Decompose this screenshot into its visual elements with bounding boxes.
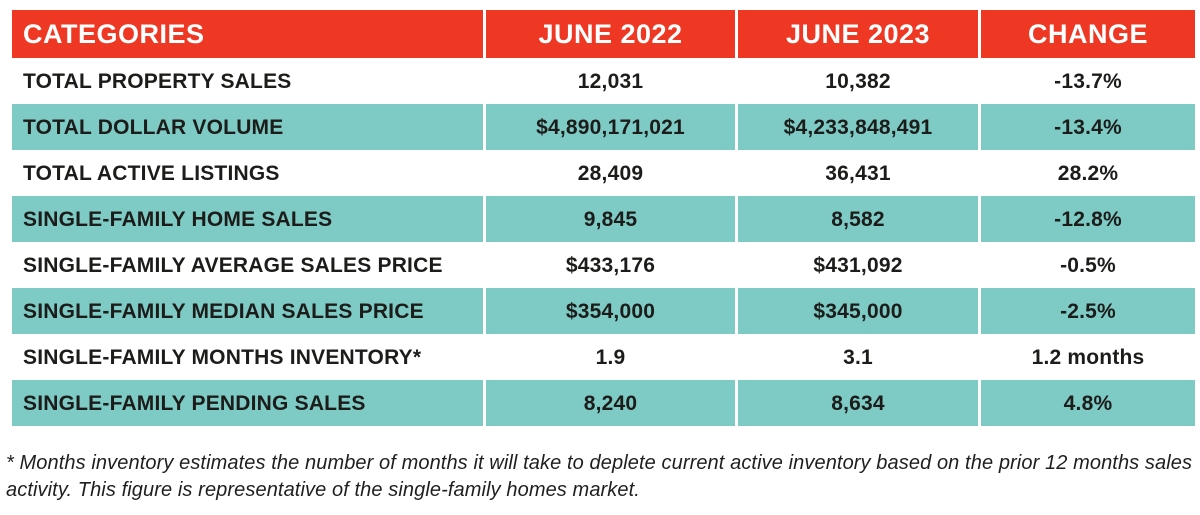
change-cell: -2.5%	[978, 288, 1195, 334]
category-cell: SINGLE-FAMILY MONTHS INVENTORY*	[23, 345, 422, 369]
column-header-june-2022: JUNE 2022	[483, 10, 735, 58]
column-header-change: CHANGE	[978, 10, 1195, 58]
june-2023-cell: $4,233,848,491	[735, 104, 978, 150]
change-cell: 1.2 months	[978, 334, 1195, 380]
june-2023-cell: $345,000	[735, 288, 978, 334]
june-2023-cell: 8,634	[735, 380, 978, 426]
change-cell: -0.5%	[978, 242, 1195, 288]
table-row: SINGLE-FAMILY AVERAGE SALES PRICE $433,1…	[12, 242, 1195, 288]
table-row: SINGLE-FAMILY PENDING SALES 8,240 8,634 …	[12, 380, 1195, 426]
category-cell: SINGLE-FAMILY AVERAGE SALES PRICE	[23, 253, 443, 277]
june-2022-cell: $433,176	[483, 242, 735, 288]
market-comparison-table: CATEGORIES JUNE 2022 JUNE 2023 CHANGE TO…	[12, 10, 1195, 426]
june-2023-cell: 10,382	[735, 58, 978, 104]
category-cell: TOTAL PROPERTY SALES	[23, 69, 292, 93]
change-cell: -12.8%	[978, 196, 1195, 242]
category-cell: TOTAL ACTIVE LISTINGS	[23, 161, 280, 185]
category-cell: SINGLE-FAMILY PENDING SALES	[23, 391, 366, 415]
june-2023-cell: 36,431	[735, 150, 978, 196]
category-cell: TOTAL DOLLAR VOLUME	[23, 115, 284, 139]
june-2022-cell: 9,845	[483, 196, 735, 242]
category-cell: SINGLE-FAMILY MEDIAN SALES PRICE	[23, 299, 424, 323]
june-2022-cell: 12,031	[483, 58, 735, 104]
june-2022-cell: $4,890,171,021	[483, 104, 735, 150]
table-row: SINGLE-FAMILY MONTHS INVENTORY* 1.9 3.1 …	[12, 334, 1195, 380]
change-cell: 28.2%	[978, 150, 1195, 196]
june-2023-cell: 3.1	[735, 334, 978, 380]
column-header-june-2023: JUNE 2023	[735, 10, 978, 58]
change-cell: -13.4%	[978, 104, 1195, 150]
june-2022-cell: 28,409	[483, 150, 735, 196]
june-2022-cell: 8,240	[483, 380, 735, 426]
change-cell: 4.8%	[978, 380, 1195, 426]
june-2023-cell: $431,092	[735, 242, 978, 288]
change-cell: -13.7%	[978, 58, 1195, 104]
june-2022-cell: $354,000	[483, 288, 735, 334]
table-row: SINGLE-FAMILY MEDIAN SALES PRICE $354,00…	[12, 288, 1195, 334]
table-row: TOTAL ACTIVE LISTINGS 28,409 36,431 28.2…	[12, 150, 1195, 196]
june-2023-cell: 8,582	[735, 196, 978, 242]
category-cell: SINGLE-FAMILY HOME SALES	[23, 207, 333, 231]
table-row: SINGLE-FAMILY HOME SALES 9,845 8,582 -12…	[12, 196, 1195, 242]
column-header-categories: CATEGORIES	[23, 18, 205, 49]
table-header-row: CATEGORIES JUNE 2022 JUNE 2023 CHANGE	[12, 10, 1195, 58]
june-2022-cell: 1.9	[483, 334, 735, 380]
table-row: TOTAL DOLLAR VOLUME $4,890,171,021 $4,23…	[12, 104, 1195, 150]
footnote-text: * Months inventory estimates the number …	[6, 452, 1193, 501]
table-row: TOTAL PROPERTY SALES 12,031 10,382 -13.7…	[12, 58, 1195, 104]
